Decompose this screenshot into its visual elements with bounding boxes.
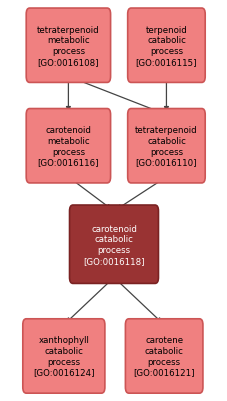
FancyBboxPatch shape bbox=[125, 319, 202, 393]
FancyBboxPatch shape bbox=[127, 9, 204, 83]
Text: carotenoid
catabolic
process
[GO:0016118]: carotenoid catabolic process [GO:0016118… bbox=[83, 224, 144, 265]
FancyBboxPatch shape bbox=[26, 9, 110, 83]
FancyBboxPatch shape bbox=[127, 109, 204, 184]
Text: carotene
catabolic
process
[GO:0016121]: carotene catabolic process [GO:0016121] bbox=[133, 336, 194, 377]
Text: carotenoid
metabolic
process
[GO:0016116]: carotenoid metabolic process [GO:0016116… bbox=[37, 126, 99, 167]
FancyBboxPatch shape bbox=[26, 109, 110, 184]
Text: terpenoid
catabolic
process
[GO:0016115]: terpenoid catabolic process [GO:0016115] bbox=[135, 26, 196, 67]
FancyBboxPatch shape bbox=[23, 319, 104, 393]
Text: xanthophyll
catabolic
process
[GO:0016124]: xanthophyll catabolic process [GO:001612… bbox=[33, 336, 94, 377]
FancyBboxPatch shape bbox=[69, 205, 158, 284]
Text: tetraterpenoid
metabolic
process
[GO:0016108]: tetraterpenoid metabolic process [GO:001… bbox=[37, 26, 99, 67]
Text: tetraterpenoid
catabolic
process
[GO:0016110]: tetraterpenoid catabolic process [GO:001… bbox=[135, 126, 197, 167]
